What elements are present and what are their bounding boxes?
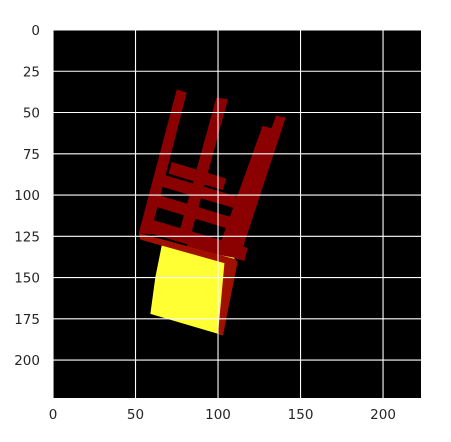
y-tick-label: 100 xyxy=(14,188,40,204)
y-axis-ticks: 0 25 50 75 100 125 150 175 200 xyxy=(14,23,40,369)
chair-frame-region-7 xyxy=(161,175,255,214)
heatmap-regions xyxy=(138,89,286,336)
grid xyxy=(52,29,421,398)
y-tick-label: 25 xyxy=(23,64,40,80)
y-tick-label: 125 xyxy=(14,229,40,245)
x-tick-label: 50 xyxy=(127,407,144,423)
y-tick-label: 150 xyxy=(14,271,40,287)
y-tick-label: 175 xyxy=(14,312,40,328)
y-tick-label: 200 xyxy=(14,353,40,369)
chair-frame-region-6 xyxy=(155,195,235,230)
chair-frame-region-4 xyxy=(168,162,227,191)
y-tick-label: 75 xyxy=(23,147,40,163)
x-axis-ticks: 0 50 100 150 200 xyxy=(49,407,396,423)
chair-seat-region-0 xyxy=(150,244,235,336)
x-tick-label: 200 xyxy=(370,407,396,423)
seat-shadow-edge-region-1 xyxy=(218,261,238,336)
x-tick-label: 150 xyxy=(288,407,314,423)
y-tick-label: 0 xyxy=(31,23,40,39)
x-tick-label: 100 xyxy=(205,407,231,423)
x-tick-label: 0 xyxy=(49,407,58,423)
seat-shadow-edge-region-0 xyxy=(138,232,237,266)
y-tick-label: 50 xyxy=(23,106,40,122)
chair-frame-region-0 xyxy=(138,89,187,235)
chair-frame-region-3 xyxy=(227,115,286,258)
chair-frame-region-5 xyxy=(148,219,248,262)
